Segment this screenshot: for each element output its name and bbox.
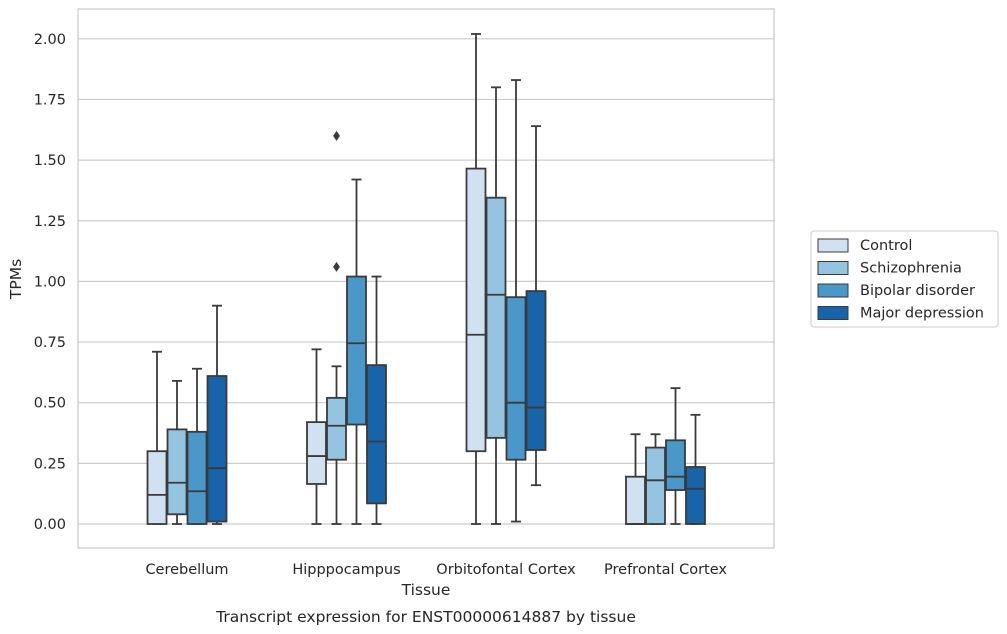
box-body — [645, 446, 666, 525]
y-tick-label: 0.25 — [34, 456, 66, 472]
x-axis-ticks: Cerebellum Hipppocampus Orbitofontal Corte… — [145, 562, 727, 578]
y-axis-ticks: 0.00 0.25 0.50 0.75 1.00 1.25 1.50 1.75 2.00 — [34, 32, 66, 533]
legend-label: Control — [860, 238, 912, 254]
box-control — [465, 33, 487, 525]
axes-frame — [77, 8, 775, 549]
box-body — [366, 364, 387, 505]
box-bipolar-disorder — [346, 178, 367, 525]
y-tick-label: 0.50 — [34, 396, 66, 412]
figure-caption: Transcript expression for ENST0000061488… — [215, 608, 636, 626]
box-bipolar-disorder — [505, 79, 527, 523]
box-body — [505, 296, 527, 461]
outlier-point — [333, 130, 340, 141]
box-body — [665, 439, 686, 491]
y-tick-label: 0.75 — [34, 335, 66, 351]
legend-swatch — [817, 283, 849, 298]
y-axis-title: TPMs — [7, 259, 25, 300]
outlier-point — [333, 261, 340, 272]
legend: Control Schizophrenia Bipolar disorder Majo… — [810, 230, 999, 328]
box-body — [146, 450, 168, 525]
y-tick-label: 1.25 — [34, 214, 66, 230]
legend-swatch — [817, 238, 849, 253]
y-tick-label: 2.00 — [34, 32, 66, 48]
box-body — [685, 466, 706, 525]
legend-label: Major depression — [860, 306, 984, 322]
x-axis-title: Tissue — [401, 581, 451, 599]
legend-swatch — [817, 306, 849, 320]
legend-label: Bipolar disorder — [860, 283, 975, 299]
box-bipolar-disorder — [186, 367, 208, 525]
x-tick-label: Orbitofontal Cortex — [436, 562, 576, 578]
legend-frame — [810, 230, 999, 328]
y-tick-label: 1.75 — [34, 92, 66, 108]
plot-area — [146, 33, 706, 525]
y-tick-label: 1.00 — [34, 274, 66, 290]
legend-swatch — [817, 261, 849, 275]
box-control — [306, 348, 327, 525]
box-body — [485, 196, 507, 439]
box-body — [186, 430, 208, 525]
box-major-depression — [525, 125, 547, 487]
box-major-depression — [366, 275, 387, 525]
box-major-depression — [685, 413, 706, 525]
y-tick-label: 1.50 — [34, 153, 66, 169]
box-schizophrenia — [485, 86, 507, 525]
x-tick-label: Cerebellum — [145, 562, 228, 578]
box-schizophrenia — [326, 130, 347, 525]
box-major-depression — [206, 304, 228, 525]
box-schizophrenia — [645, 433, 666, 525]
box-body — [166, 428, 188, 516]
box-body — [306, 421, 327, 485]
box-control — [146, 350, 168, 525]
box-body — [326, 396, 347, 461]
box-bipolar-disorder — [665, 387, 686, 525]
box-body — [625, 475, 646, 525]
box-body — [206, 375, 228, 523]
box-schizophrenia — [166, 379, 188, 525]
box-control — [625, 433, 646, 525]
box-body — [346, 275, 367, 426]
box-body — [465, 167, 487, 453]
y-tick-label: 0.00 — [34, 517, 66, 533]
legend-label: Schizophrenia — [860, 261, 962, 277]
x-tick-label: Prefrontal Cortex — [604, 562, 727, 578]
x-tick-label: Hipppocampus — [292, 562, 400, 578]
box-body — [525, 290, 547, 451]
